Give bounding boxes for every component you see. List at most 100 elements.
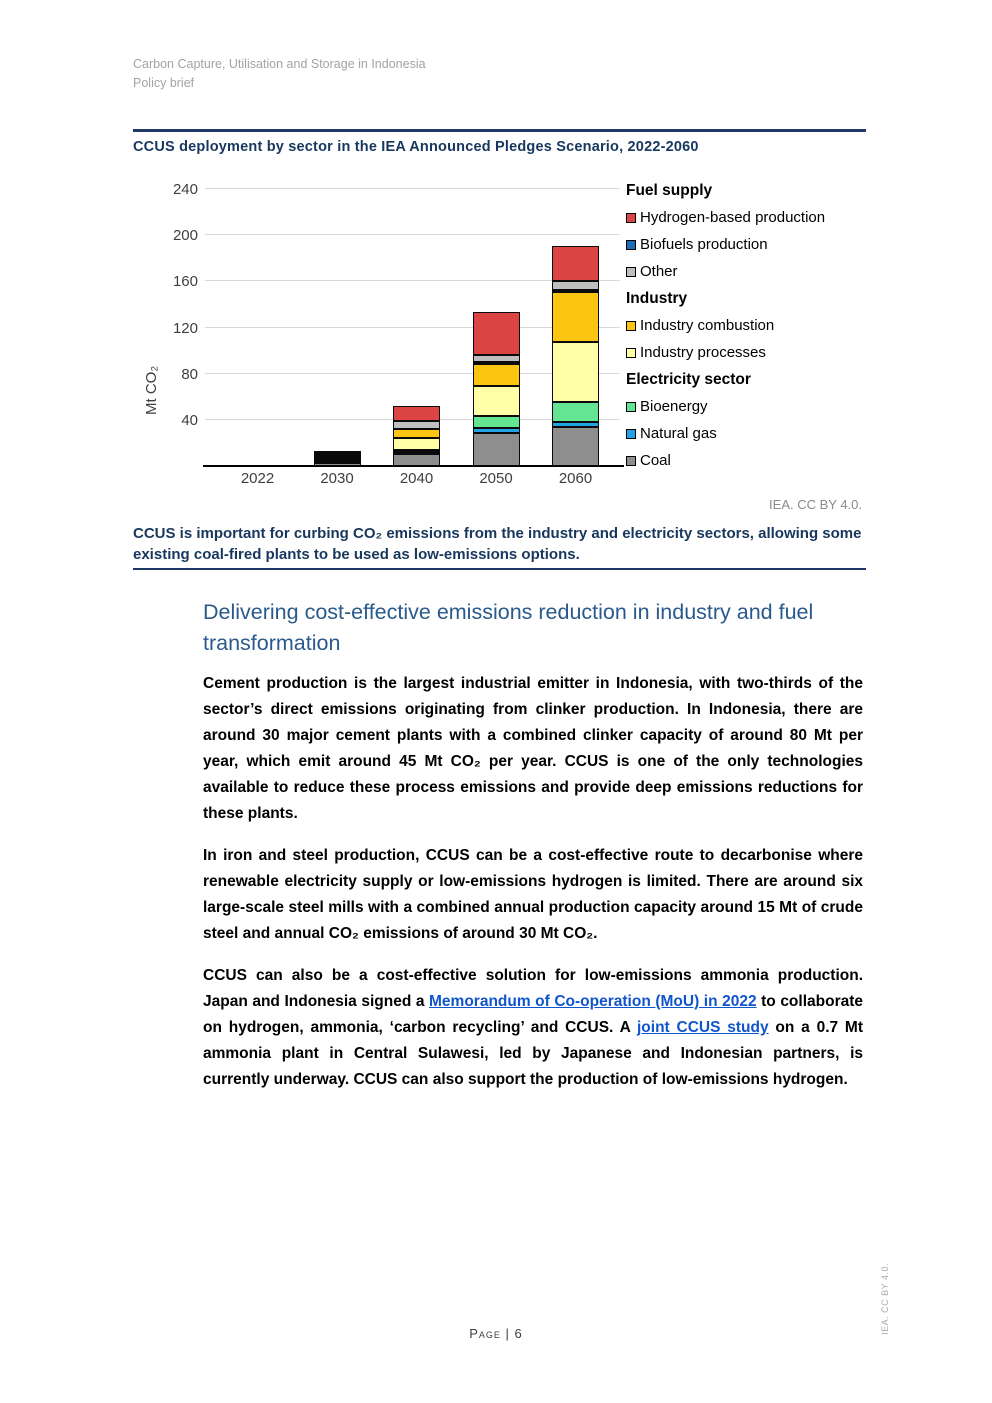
figure-credit: IEA. CC BY 4.0. <box>769 497 862 512</box>
segment-hydrogen_production-2060 <box>552 246 599 281</box>
legend-item-industry_processes: Industry processes <box>626 339 882 366</box>
top-rule <box>133 129 866 132</box>
legend-label: Coal <box>640 452 671 469</box>
segment-industry_combustion-2030 <box>313 455 361 457</box>
bar-2050 <box>472 312 520 466</box>
legend-swatch-industry_processes <box>626 347 636 358</box>
x-tick-2060: 2060 <box>558 470 593 487</box>
mou-link[interactable]: Memorandum of Co-operation (MoU) in 2022 <box>429 993 757 1010</box>
bar-2030 <box>313 451 361 466</box>
legend-label: Industry combustion <box>640 317 775 334</box>
segment-other-2060 <box>552 281 599 290</box>
legend-item-bioenergy: Bioenergy <box>626 393 882 420</box>
legend-swatch-industry_combustion <box>626 320 636 331</box>
ccus-chart: Mt CO₂ 40 80 120 160 200 240 2022 2030 2040 2050… <box>0 170 992 500</box>
legend-item-natural_gas: Natural gas <box>626 420 882 447</box>
bar-2040 <box>393 406 440 466</box>
segment-natural_gas-2050 <box>472 428 520 433</box>
segment-bioenergy-2050 <box>472 416 520 428</box>
legend-label: Hydrogen-based production <box>640 209 826 226</box>
y-tick-160: 160 <box>172 273 198 291</box>
segment-other-2040 <box>393 421 440 429</box>
legend-swatch-bioenergy <box>626 401 636 412</box>
x-tick-2022: 2022 <box>240 470 275 487</box>
legend-group-title: Industry <box>626 289 688 307</box>
segment-other-2030 <box>313 453 361 455</box>
legend-item-other: Other <box>626 258 882 285</box>
plot-area <box>203 188 624 467</box>
figure-caption: CCUS is important for curbing CO₂ emissi… <box>133 525 862 563</box>
segment-natural_gas-2040 <box>393 452 440 454</box>
paragraph-ammonia-text: CCUS can also be a cost-effective soluti… <box>203 967 863 1010</box>
segment-industry_combustion-2050 <box>472 364 520 386</box>
legend-item-industry_combustion: Industry combustion <box>626 312 882 339</box>
legend-group-title: Fuel supply <box>626 181 713 199</box>
running-header: Carbon Capture, Utilisation and Storage … <box>133 55 426 93</box>
y-axis-ticks: 40 80 120 160 200 240 <box>133 181 198 466</box>
segment-industry_combustion-2040 <box>393 429 440 438</box>
segment-coal-2060 <box>552 427 599 466</box>
segment-other-2050 <box>472 355 520 362</box>
segment-industry_processes-2050 <box>472 386 520 416</box>
legend-item-biofuels_production: Biofuels production <box>626 231 882 258</box>
segment-coal-2050 <box>472 433 520 466</box>
segment-natural_gas-2030 <box>313 461 361 463</box>
legend-label: Biofuels production <box>640 236 768 253</box>
y-tick-240: 240 <box>172 181 198 198</box>
paragraph-steel: In iron and steel production, CCUS can b… <box>203 847 863 942</box>
chart-legend: Fuel supply Hydrogen-based production Biof… <box>626 177 882 474</box>
segment-industry_processes-2060 <box>552 342 599 402</box>
segment-industry_processes-2040 <box>393 438 440 450</box>
bar-2060 <box>552 246 599 466</box>
paragraph-ammonia: CCUS can also be a cost-effective soluti… <box>203 963 863 1093</box>
segment-industry_processes-2030 <box>313 457 361 459</box>
legend-group-title: Electricity sector <box>626 370 751 388</box>
gridline-240 <box>205 188 620 189</box>
joint-ccus-study-link[interactable]: joint CCUS study <box>637 1019 769 1036</box>
page-number: Page | 6 <box>469 1326 523 1341</box>
gridline-200 <box>205 234 620 236</box>
y-tick-120: 120 <box>172 319 198 337</box>
segment-natural_gas-2060 <box>552 422 599 427</box>
paragraph-ammonia-text: to collaborate on hydrogen, ammonia, ‘ca… <box>203 993 864 1036</box>
legend-label: Other <box>640 263 678 280</box>
legend-swatch-coal <box>626 455 636 466</box>
segment-biofuels_production-2060 <box>552 290 599 292</box>
segment-coal-2040 <box>393 454 440 466</box>
legend-label: Industry processes <box>640 344 766 361</box>
segment-coal-2030 <box>313 463 361 466</box>
segment-bioenergy-2060 <box>552 402 599 422</box>
legend-item-hydrogen_production: Hydrogen-based production <box>626 204 882 231</box>
paragraph-ammonia-text: on a 0.7 Mt ammonia plant in Central Sul… <box>203 1019 864 1088</box>
legend-item-coal: Coal <box>626 447 882 474</box>
figure-title: CCUS deployment by sector in the IEA Ann… <box>133 139 699 155</box>
x-tick-2040: 2040 <box>399 470 434 487</box>
y-tick-200: 200 <box>172 227 198 245</box>
legend-swatch-hydrogen_production <box>626 212 636 223</box>
legend-label: Natural gas <box>640 425 717 442</box>
gridline-160 <box>205 280 620 282</box>
legend-swatch-biofuels_production <box>626 239 636 250</box>
x-axis-ticks: 2022 2030 2040 2050 2060 <box>205 470 620 492</box>
x-axis-line <box>203 465 624 467</box>
segment-industry_combustion-2060 <box>552 292 599 342</box>
x-tick-2030: 2030 <box>320 470 354 487</box>
segment-hydrogen_production-2030 <box>313 451 361 453</box>
header-document-title: Carbon Capture, Utilisation and Storage … <box>133 57 426 71</box>
segment-biofuels_production-2050 <box>472 362 520 364</box>
legend-swatch-other <box>626 266 636 277</box>
header-document-subtitle: Policy brief <box>133 76 195 90</box>
segment-bioenergy-2030 <box>313 459 361 461</box>
segment-bioenergy-2040 <box>393 450 440 452</box>
y-tick-80: 80 <box>181 365 198 383</box>
segment-hydrogen_production-2040 <box>393 406 440 421</box>
paragraph-cement: Cement production is the largest industr… <box>203 675 863 822</box>
section-heading: Delivering cost-effective emissions redu… <box>203 600 814 655</box>
y-tick-40: 40 <box>181 411 198 429</box>
legend-swatch-natural_gas <box>626 428 636 439</box>
legend-label: Bioenergy <box>640 398 708 415</box>
segment-hydrogen_production-2050 <box>472 312 520 355</box>
x-tick-2050: 2050 <box>479 470 513 487</box>
side-credit-vertical: IEA. CC BY 4.0. <box>880 1263 890 1335</box>
